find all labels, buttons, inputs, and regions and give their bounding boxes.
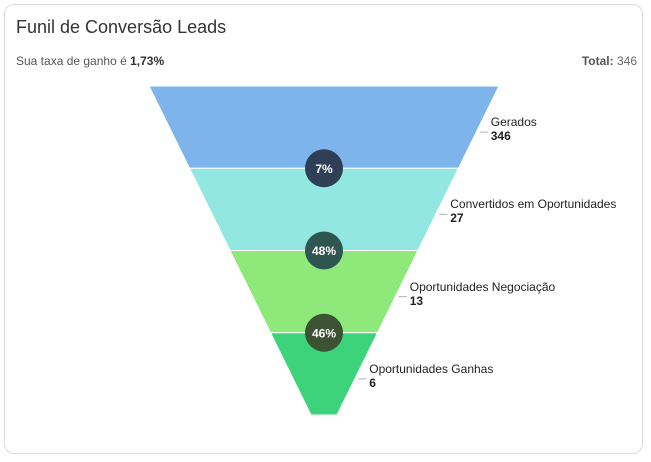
win-rate-text: Sua taxa de ganho é 1,73% [16, 54, 164, 68]
stage-name: Oportunidades Negociação [409, 279, 556, 294]
stage-name: Gerados [490, 115, 537, 130]
stage-name: Oportunidades Ganhas [369, 361, 494, 376]
conversion-badge-3: 46% [305, 313, 343, 352]
stage-label-3: Oportunidades Negociação 13 [410, 280, 555, 308]
stage-label-2: Convertidos em Oportunidades 27 [450, 197, 616, 225]
stage-value: 27 [450, 211, 464, 226]
conversion-badge-circle [305, 231, 343, 270]
total-value: 346 [616, 54, 637, 68]
stage-label-4: Oportunidades Ganhas 6 [369, 362, 493, 390]
card-title: Funil de Conversão Leads [16, 17, 227, 37]
conversion-rate-text: 46% [312, 326, 336, 340]
conversion-badge-2: 48% [305, 231, 343, 270]
stage-value: 13 [409, 293, 424, 308]
stage-value: 6 [369, 375, 376, 390]
stage-label-1: Gerados 346 [491, 115, 537, 143]
stage-name: Convertidos em Oportunidades [450, 197, 617, 212]
win-rate-value: 1,73% [130, 54, 165, 68]
stage-value: 346 [490, 129, 511, 144]
conversion-badge-1: 7% [305, 149, 343, 188]
conversion-badge-circle [305, 149, 343, 188]
total-label: Total: [581, 54, 614, 68]
conversion-rate-text: 48% [312, 244, 336, 258]
total-text: Total: 346 [582, 54, 637, 68]
conversion-badge-circle [305, 313, 343, 352]
win-rate-prefix: Sua taxa de ganho é [16, 54, 127, 68]
conversion-rate-text: 7% [315, 162, 333, 176]
